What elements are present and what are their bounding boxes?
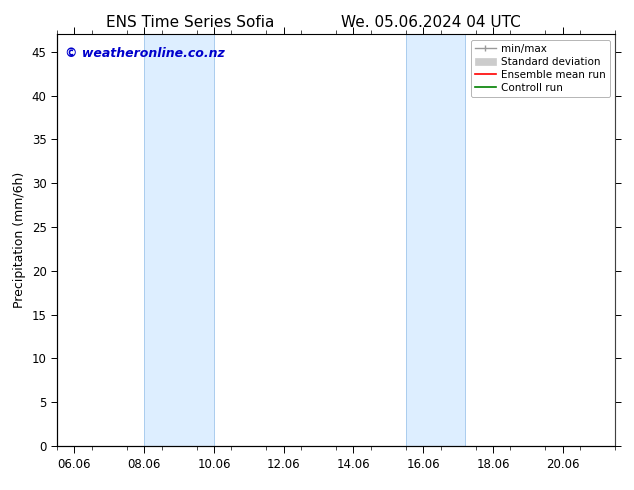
Y-axis label: Precipitation (mm/6h): Precipitation (mm/6h) bbox=[13, 172, 26, 308]
Text: © weatheronline.co.nz: © weatheronline.co.nz bbox=[65, 47, 225, 60]
Text: We. 05.06.2024 04 UTC: We. 05.06.2024 04 UTC bbox=[341, 15, 521, 30]
Legend: min/max, Standard deviation, Ensemble mean run, Controll run: min/max, Standard deviation, Ensemble me… bbox=[470, 40, 610, 97]
Bar bbox=[145, 34, 214, 446]
Text: ENS Time Series Sofia: ENS Time Series Sofia bbox=[106, 15, 275, 30]
Bar bbox=[406, 34, 465, 446]
